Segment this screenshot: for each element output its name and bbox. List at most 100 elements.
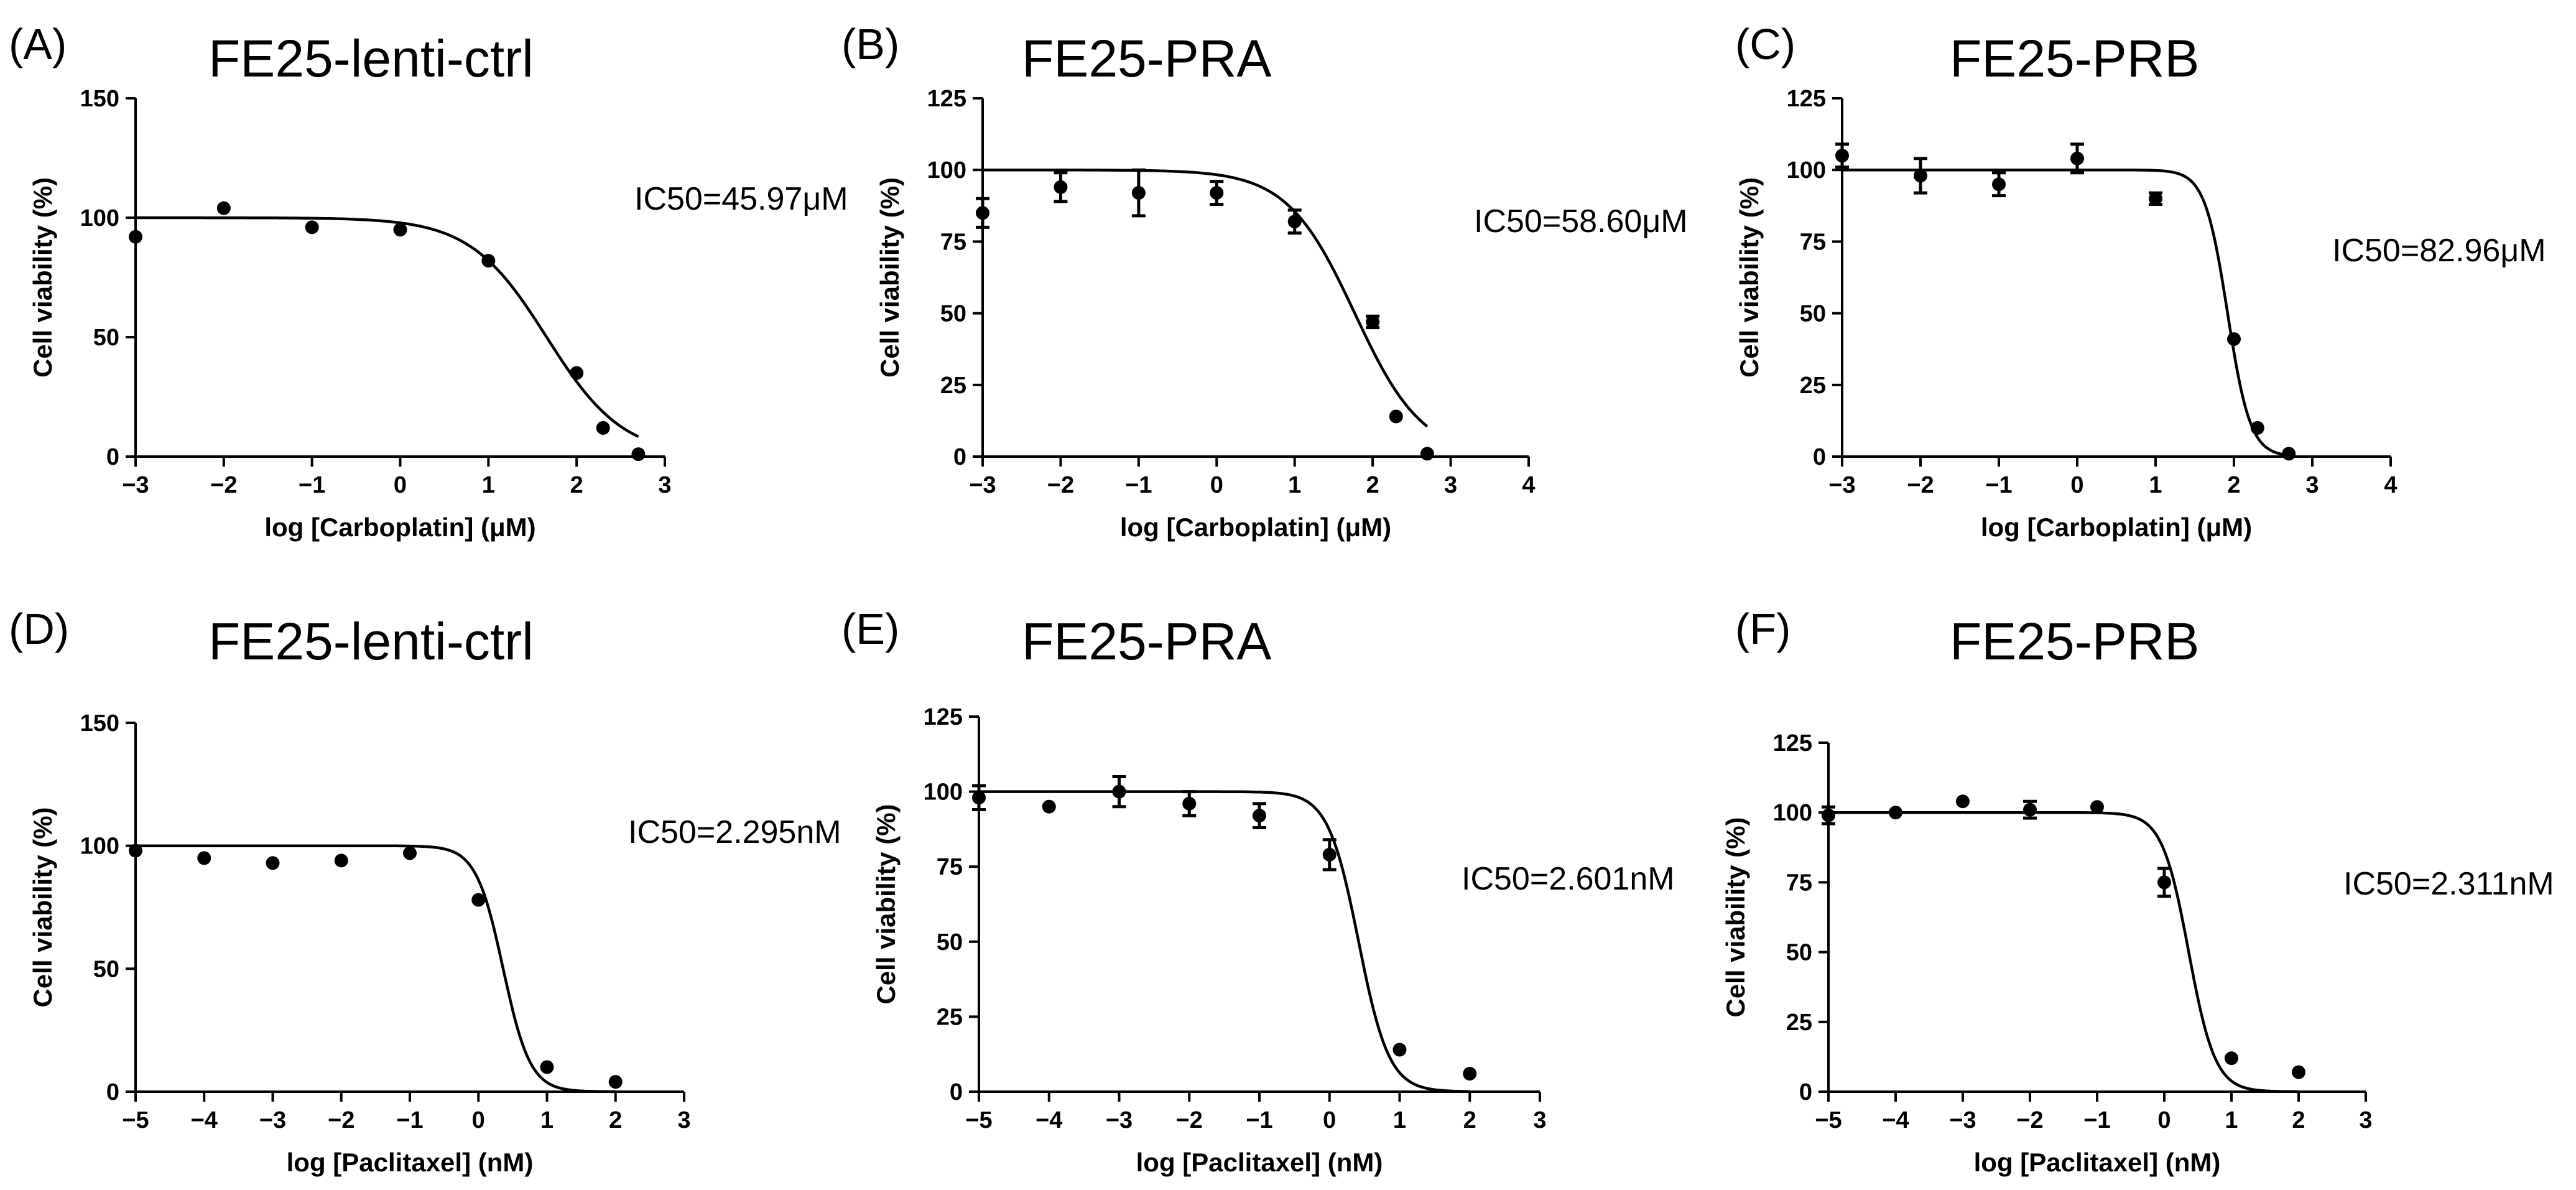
data-point [540,1060,554,1074]
x-tick-label: 0 [394,472,407,498]
ic50-annotation: IC50=45.97μM [634,181,848,217]
y-axis-label: Cell viability (%) [28,177,57,378]
y-tick-label: 75 [1800,229,1826,255]
chart-title: FE25-PRB [1950,29,2199,88]
panel-f: (F) FE25-PRB IC50=2.311nM 0 25 50 75 100 125 −5 −4… [1721,605,2554,1177]
data-point [1112,784,1126,799]
x-tick-label: −4 [191,1107,218,1133]
data-point [1389,409,1403,424]
chart-title: FE25-PRA [1022,612,1271,671]
x-tick-label: 2 [609,1107,622,1133]
data-point [2023,802,2037,817]
x-tick-label: 3 [2359,1107,2372,1133]
x-tick-label: 3 [1533,1107,1546,1133]
x-tick-label: 3 [1444,472,1457,498]
x-tick-label: −3 [969,472,996,498]
x-tick-label: 1 [1393,1107,1406,1133]
data-point [976,206,989,220]
chart-title: FE25-lenti-ctrl [208,612,534,671]
x-tick-label: 2 [1463,1107,1476,1133]
y-tick-label: 75 [937,854,963,880]
data-point [972,791,986,805]
x-tick-label: −1 [299,472,325,498]
data-point [631,447,646,462]
y-tick-label: 100 [1773,800,1812,826]
y-tick-label: 125 [1787,86,1826,112]
ic50-annotation: IC50=2.601nM [1462,861,1675,897]
y-tick-label: 0 [1799,1079,1812,1105]
y-tick-label: 0 [106,444,119,470]
x-axis-label: log [Paclitaxel] (nM) [1974,1148,2221,1177]
data-point [2250,421,2264,435]
data-point [471,893,486,907]
panel-letter: (F) [1735,605,1791,653]
y-tick-label: 50 [93,325,119,351]
data-point [1420,447,1434,461]
data-point [1956,794,1970,809]
x-tick-label: −2 [1907,472,1934,498]
y-axis-label: Cell viability (%) [875,177,904,378]
panel-a: (A) FE25-lenti-ctrl IC50=45.97μM 0 50 100 150 −… [9,20,848,542]
y-axis-label: Cell viability (%) [871,804,901,1004]
y-axis-label: Cell viability (%) [1721,817,1750,1017]
y-tick-label: 75 [1786,870,1812,896]
data-point [1835,149,1849,163]
fit-curve [136,844,616,1094]
data-point [2157,875,2171,890]
x-tick-label: 2 [1366,472,1379,498]
y-tick-label: 100 [927,157,966,184]
y-tick-label: 150 [80,710,119,737]
y-tick-label: 50 [937,929,963,955]
x-axis-label: log [Carboplatin] (μM) [1120,513,1391,542]
data-point [1889,806,1902,820]
data-point [266,856,280,870]
y-tick-label: 25 [1800,373,1826,399]
y-tick-label: 75 [940,229,966,255]
data-point [1914,169,1927,183]
data-point [2070,151,2084,165]
data-point [1131,186,1146,200]
x-tick-label: −3 [1828,472,1855,498]
x-tick-label: −4 [1035,1107,1062,1133]
y-tick-label: 25 [1786,1010,1812,1036]
x-tick-label: −3 [1106,1107,1133,1133]
x-tick-label: −2 [1176,1107,1203,1133]
data-point [1822,808,1835,822]
y-tick-label: 125 [924,704,963,730]
data-point [570,366,584,380]
panel-letter: (B) [841,20,899,68]
data-point [2225,1051,2238,1066]
x-tick-label: −2 [210,472,237,498]
panel-letter: (A) [9,20,67,68]
panel-c: (C) FE25-PRB IC50=82.96μM 0 25 50 75 100 125 −3 −2… [1735,20,2546,542]
data-point [1042,799,1056,814]
x-tick-label: −2 [1047,472,1074,498]
x-tick-label: −2 [328,1107,354,1133]
data-point [216,201,231,215]
data-point [596,421,610,435]
x-tick-label: 0 [1210,472,1223,498]
x-tick-label: −1 [2083,1107,2110,1133]
x-tick-label: −1 [1125,472,1152,498]
data-point [2149,192,2162,206]
data-point [393,223,407,237]
data-point [1253,809,1266,823]
data-point [481,254,496,268]
x-tick-label: 2 [2292,1107,2305,1133]
x-tick-label: 2 [570,472,583,498]
y-axis-label: Cell viability (%) [1735,177,1764,378]
panel-b: (B) FE25-PRA IC50=58.60μM 0 25 50 75 100 125 −3 −2… [841,20,1688,542]
data-point [608,1075,623,1089]
fit-curve [136,216,639,438]
ic50-annotation: IC50=82.96μM [2332,233,2546,269]
y-tick-label: 50 [1786,940,1812,966]
y-tick-label: 50 [1800,301,1826,327]
x-tick-label: −3 [122,472,149,498]
y-tick-label: 0 [950,1079,963,1105]
x-axis-label: log [Paclitaxel] (nM) [1136,1148,1383,1177]
x-tick-label: −4 [1882,1107,1909,1133]
y-tick-label: 150 [80,86,119,112]
data-point [129,230,142,244]
x-tick-label: 3 [2305,472,2319,498]
data-point [197,851,211,865]
